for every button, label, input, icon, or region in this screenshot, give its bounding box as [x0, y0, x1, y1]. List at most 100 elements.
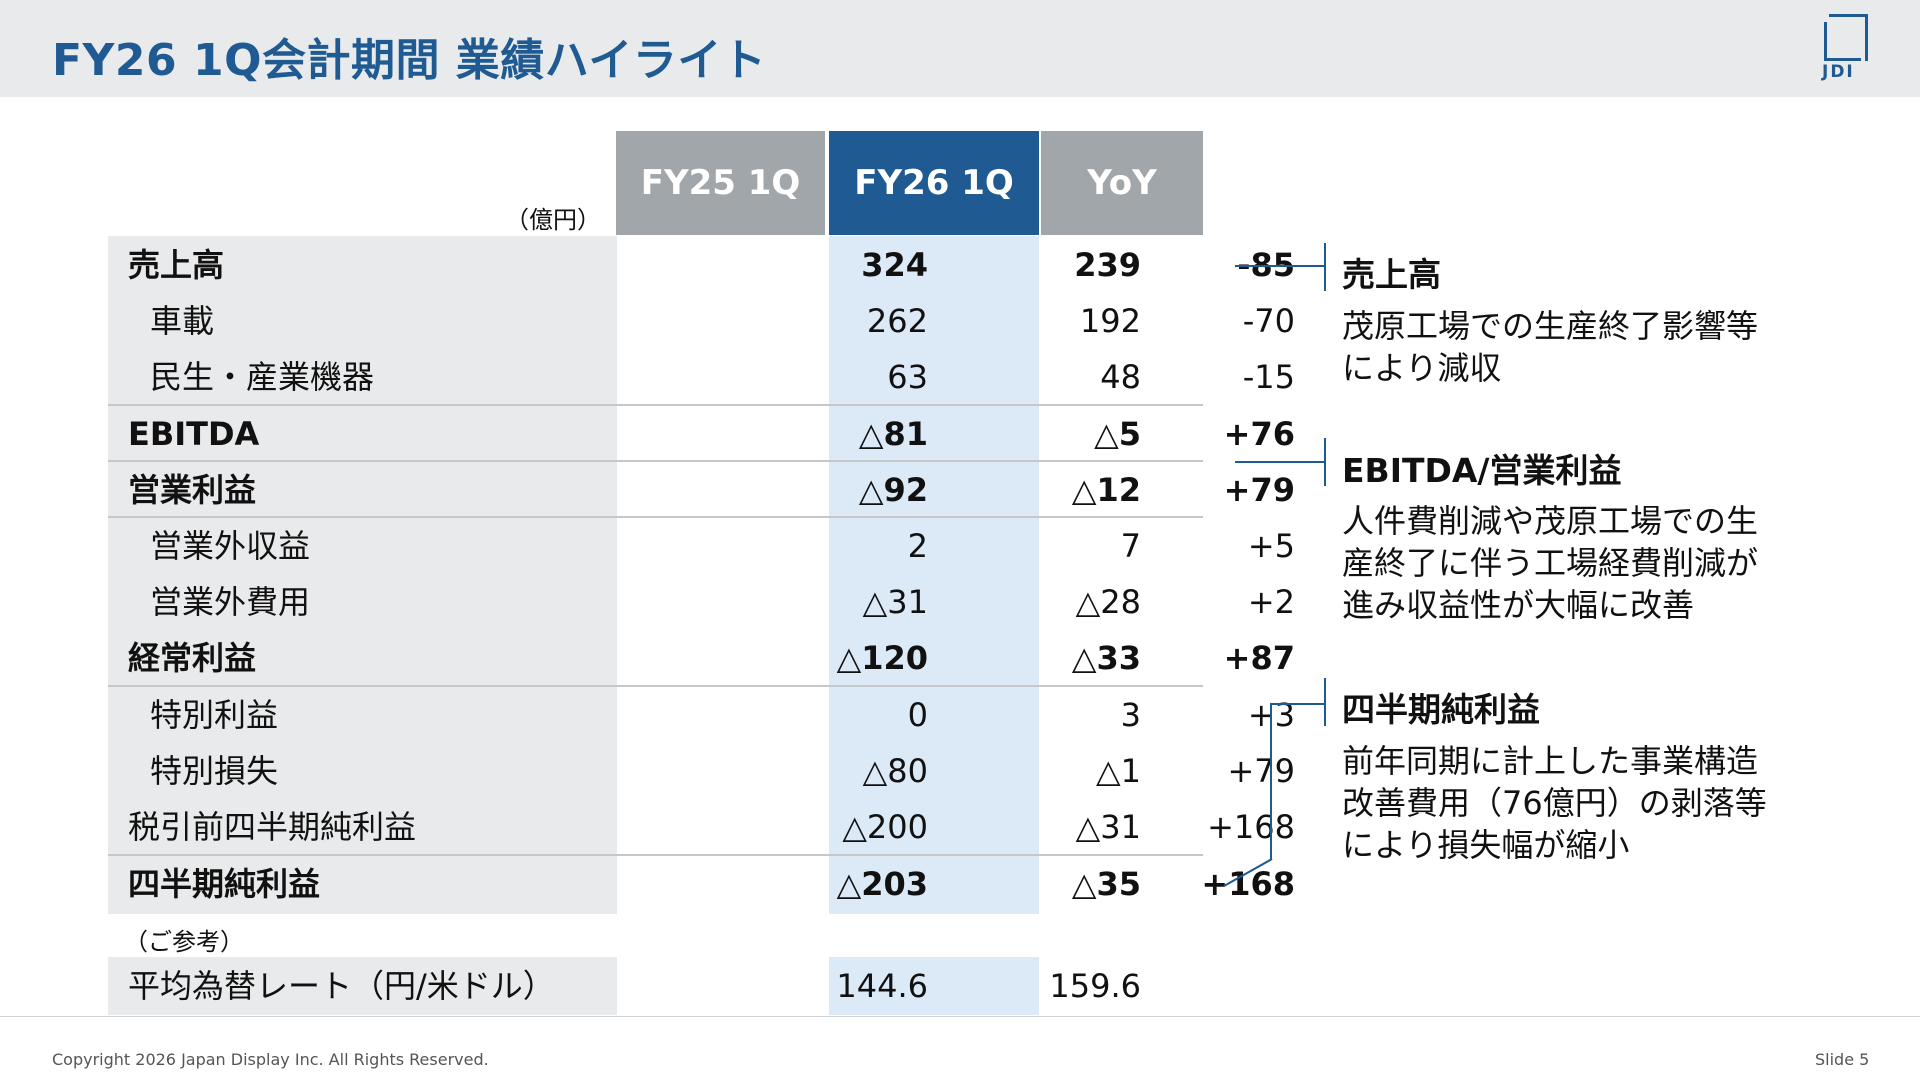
cell-fy25: 262 [866, 302, 928, 340]
callout-bar-ebitda [1324, 438, 1326, 486]
cell-fy26: 159.6 [1049, 967, 1141, 1005]
callout-line: 前年同期に計上した事業構造 [1342, 742, 1759, 780]
fx-fy26-highlight [829, 957, 1039, 1015]
cell-fy26: △5 [1094, 415, 1141, 453]
footer-divider [0, 1016, 1920, 1017]
jdi-logo: JDI [1818, 14, 1876, 82]
table-row-operating-income: 営業利益 △92 △12 +79 [108, 462, 1295, 518]
row-label: 経常利益 [128, 639, 257, 677]
callout-line: により減収 [1342, 349, 1502, 387]
cell-fy25: △80 [862, 752, 928, 790]
cell-fy26: △12 [1071, 471, 1141, 509]
callout-title-sales: 売上高 [1342, 255, 1441, 294]
table-row-ordinary-income: 経常利益 △120 △33 +87 [108, 630, 1295, 686]
table-row-pretax-income: 税引前四半期純利益 △200 △31 +168 [108, 799, 1295, 855]
row-label: 営業利益 [128, 471, 257, 509]
page-title: FY26 1Q会計期間 業績ハイライト [52, 35, 767, 86]
row-label: 平均為替レート（円/米ドル） [128, 967, 555, 1005]
callout-body-sales: 茂原工場での生産終了影響等 により減収 [1342, 305, 1758, 389]
fy26-column-highlight [829, 236, 1039, 914]
row-divider [108, 516, 1203, 518]
callout-connector-net-income-top [1270, 703, 1324, 705]
cell-yoy: -15 [1242, 358, 1295, 396]
cell-fy26: △35 [1071, 865, 1141, 903]
callout-connector-net-income-diagonal [1223, 858, 1273, 887]
logo-mark-inner-icon [1824, 22, 1861, 61]
cell-yoy: +79 [1227, 752, 1295, 790]
callout-line: 進み収益性が大幅に改善 [1342, 586, 1695, 624]
row-divider [108, 685, 1203, 687]
table-row-non-operating-income: 営業外収益 2 7 +5 [108, 518, 1295, 574]
cell-yoy: -70 [1242, 302, 1295, 340]
logo-mark-icon [1829, 14, 1868, 61]
row-label: EBITDA [128, 415, 260, 453]
col-header-yoy: YoY [1041, 131, 1203, 235]
callout-line: 改善費用（76億円）の剥落等 [1342, 784, 1767, 822]
table-row-extraordinary-income: 特別利益 0 3 +3 [108, 687, 1295, 743]
table-row-consumer-industrial: 民生・産業機器 63 48 -15 [108, 349, 1295, 405]
col-header-fy26: FY26 1Q [829, 131, 1039, 235]
cell-yoy: +76 [1223, 415, 1295, 453]
cell-yoy: +3 [1247, 696, 1295, 734]
row-label: 売上高 [128, 246, 225, 284]
cell-fy26: 7 [1120, 527, 1141, 565]
copyright: Copyright 2026 Japan Display Inc. All Ri… [52, 1050, 489, 1069]
table-row-automotive: 車載 262 192 -70 [108, 293, 1295, 349]
label-column-background [108, 236, 617, 914]
cell-fy26: 48 [1100, 358, 1141, 396]
row-label: 営業外収益 [150, 527, 311, 565]
cell-fy25: 63 [887, 358, 928, 396]
callout-body-net-income: 前年同期に計上した事業構造 改善費用（76億円）の剥落等 により損失幅が縮小 [1342, 740, 1767, 866]
col-header-fy25: FY25 1Q [616, 131, 825, 235]
row-label: 民生・産業機器 [150, 358, 375, 396]
cell-fy26: △1 [1096, 752, 1141, 790]
fx-label-background [108, 957, 617, 1015]
cell-fy26: 3 [1120, 696, 1141, 734]
cell-fy25: △120 [836, 639, 928, 677]
cell-fy25: △81 [858, 415, 928, 453]
slide-number: Slide 5 [1815, 1050, 1870, 1069]
row-divider [108, 854, 1203, 856]
cell-fy26: △33 [1071, 639, 1141, 677]
reference-note: （ご参考） [124, 928, 244, 956]
callout-line: により損失幅が縮小 [1342, 826, 1630, 864]
callout-connector-ebitda [1235, 461, 1325, 463]
callout-line: 人件費削減や茂原工場での生 [1342, 502, 1759, 540]
cell-fy26: 192 [1079, 302, 1141, 340]
logo-text: JDI [1822, 62, 1855, 82]
row-label: 特別利益 [150, 696, 279, 734]
table-row-net-income: 四半期純利益 △203 △35 +168 [108, 856, 1295, 912]
callout-connector-net-income-vertical [1270, 703, 1272, 860]
row-label: 営業外費用 [150, 583, 311, 621]
row-label: 四半期純利益 [128, 865, 321, 903]
row-divider [108, 404, 1203, 406]
row-label: 税引前四半期純利益 [128, 808, 417, 846]
cell-yoy: +168 [1207, 808, 1295, 846]
row-divider [108, 460, 1203, 462]
unit-label: （億円） [505, 206, 601, 234]
cell-fy25: △203 [836, 865, 928, 903]
cell-yoy: +2 [1247, 583, 1295, 621]
callout-line: 産終了に伴う工場経費削減が [1342, 544, 1759, 582]
table-row-fx-rate: 平均為替レート（円/米ドル） 144.6 159.6 [108, 958, 1203, 1014]
header-bar: FY26 1Q会計期間 業績ハイライト JDI [0, 0, 1920, 97]
cell-fy26: △31 [1075, 808, 1141, 846]
callout-line: 茂原工場での生産終了影響等 [1342, 307, 1759, 345]
callout-connector-sales [1235, 265, 1325, 267]
cell-fy26: △28 [1075, 583, 1141, 621]
row-label: 車載 [150, 302, 215, 340]
callout-title-net-income: 四半期純利益 [1342, 690, 1540, 729]
cell-fy25: 0 [907, 696, 928, 734]
callout-bar-net-income [1324, 678, 1326, 726]
table-row-non-operating-expenses: 営業外費用 △31 △28 +2 [108, 574, 1295, 630]
cell-fy26: 239 [1074, 246, 1141, 284]
cell-fy25: 144.6 [836, 967, 928, 1005]
callout-bar-sales [1324, 243, 1326, 291]
table-row-sales: 売上高 324 239 -85 [108, 237, 1295, 293]
row-label: 特別損失 [150, 752, 279, 790]
cell-yoy: +79 [1223, 471, 1295, 509]
cell-fy25: △200 [842, 808, 928, 846]
table-row-ebitda: EBITDA △81 △5 +76 [108, 406, 1295, 462]
table-row-extraordinary-loss: 特別損失 △80 △1 +79 [108, 743, 1295, 799]
callout-body-ebitda: 人件費削減や茂原工場での生 産終了に伴う工場経費削減が 進み収益性が大幅に改善 [1342, 500, 1758, 626]
